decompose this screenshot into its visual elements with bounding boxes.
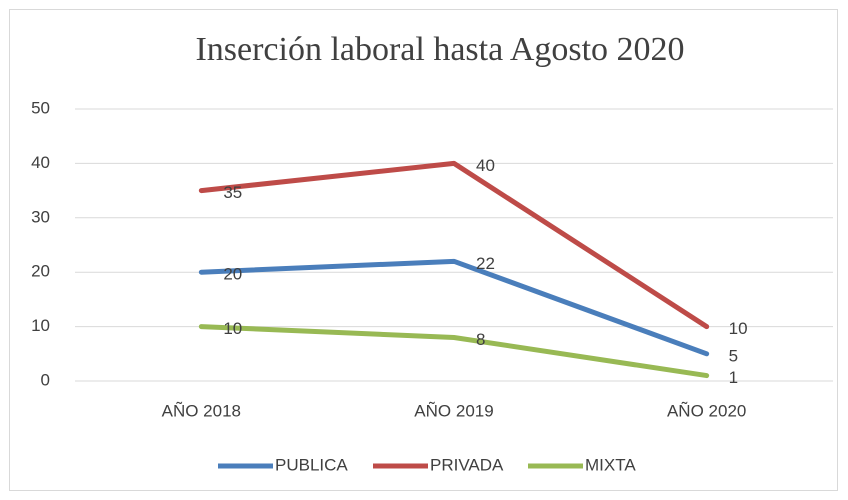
data-label: 5 [729, 346, 738, 365]
y-tick-label: 20 [31, 262, 50, 281]
data-label: 40 [476, 156, 495, 175]
y-tick-label: 10 [31, 316, 50, 335]
chart-title: Inserción laboral hasta Agosto 2020 [195, 31, 684, 68]
series-line [198, 258, 710, 357]
data-label: 35 [223, 183, 242, 202]
data-label: 8 [476, 330, 485, 349]
data-label: 10 [729, 319, 748, 338]
legend-label: PRIVADA [430, 455, 504, 474]
series-line [198, 324, 710, 379]
legend-label: PUBLICA [275, 455, 348, 474]
x-tick-label: AÑO 2018 [162, 401, 241, 420]
data-label: 20 [223, 265, 242, 284]
y-tick-label: 0 [41, 370, 50, 389]
x-tick-label: AÑO 2019 [414, 401, 493, 420]
y-tick-label: 40 [31, 153, 50, 172]
y-tick-label: 50 [31, 98, 50, 117]
data-label: 10 [223, 319, 242, 338]
data-label: 1 [729, 368, 738, 387]
data-label: 22 [476, 254, 495, 273]
legend-label: MIXTA [585, 455, 636, 474]
series-line [198, 160, 710, 330]
y-tick-label: 30 [31, 207, 50, 226]
chart-border [9, 9, 838, 491]
x-tick-label: AÑO 2020 [667, 401, 746, 420]
